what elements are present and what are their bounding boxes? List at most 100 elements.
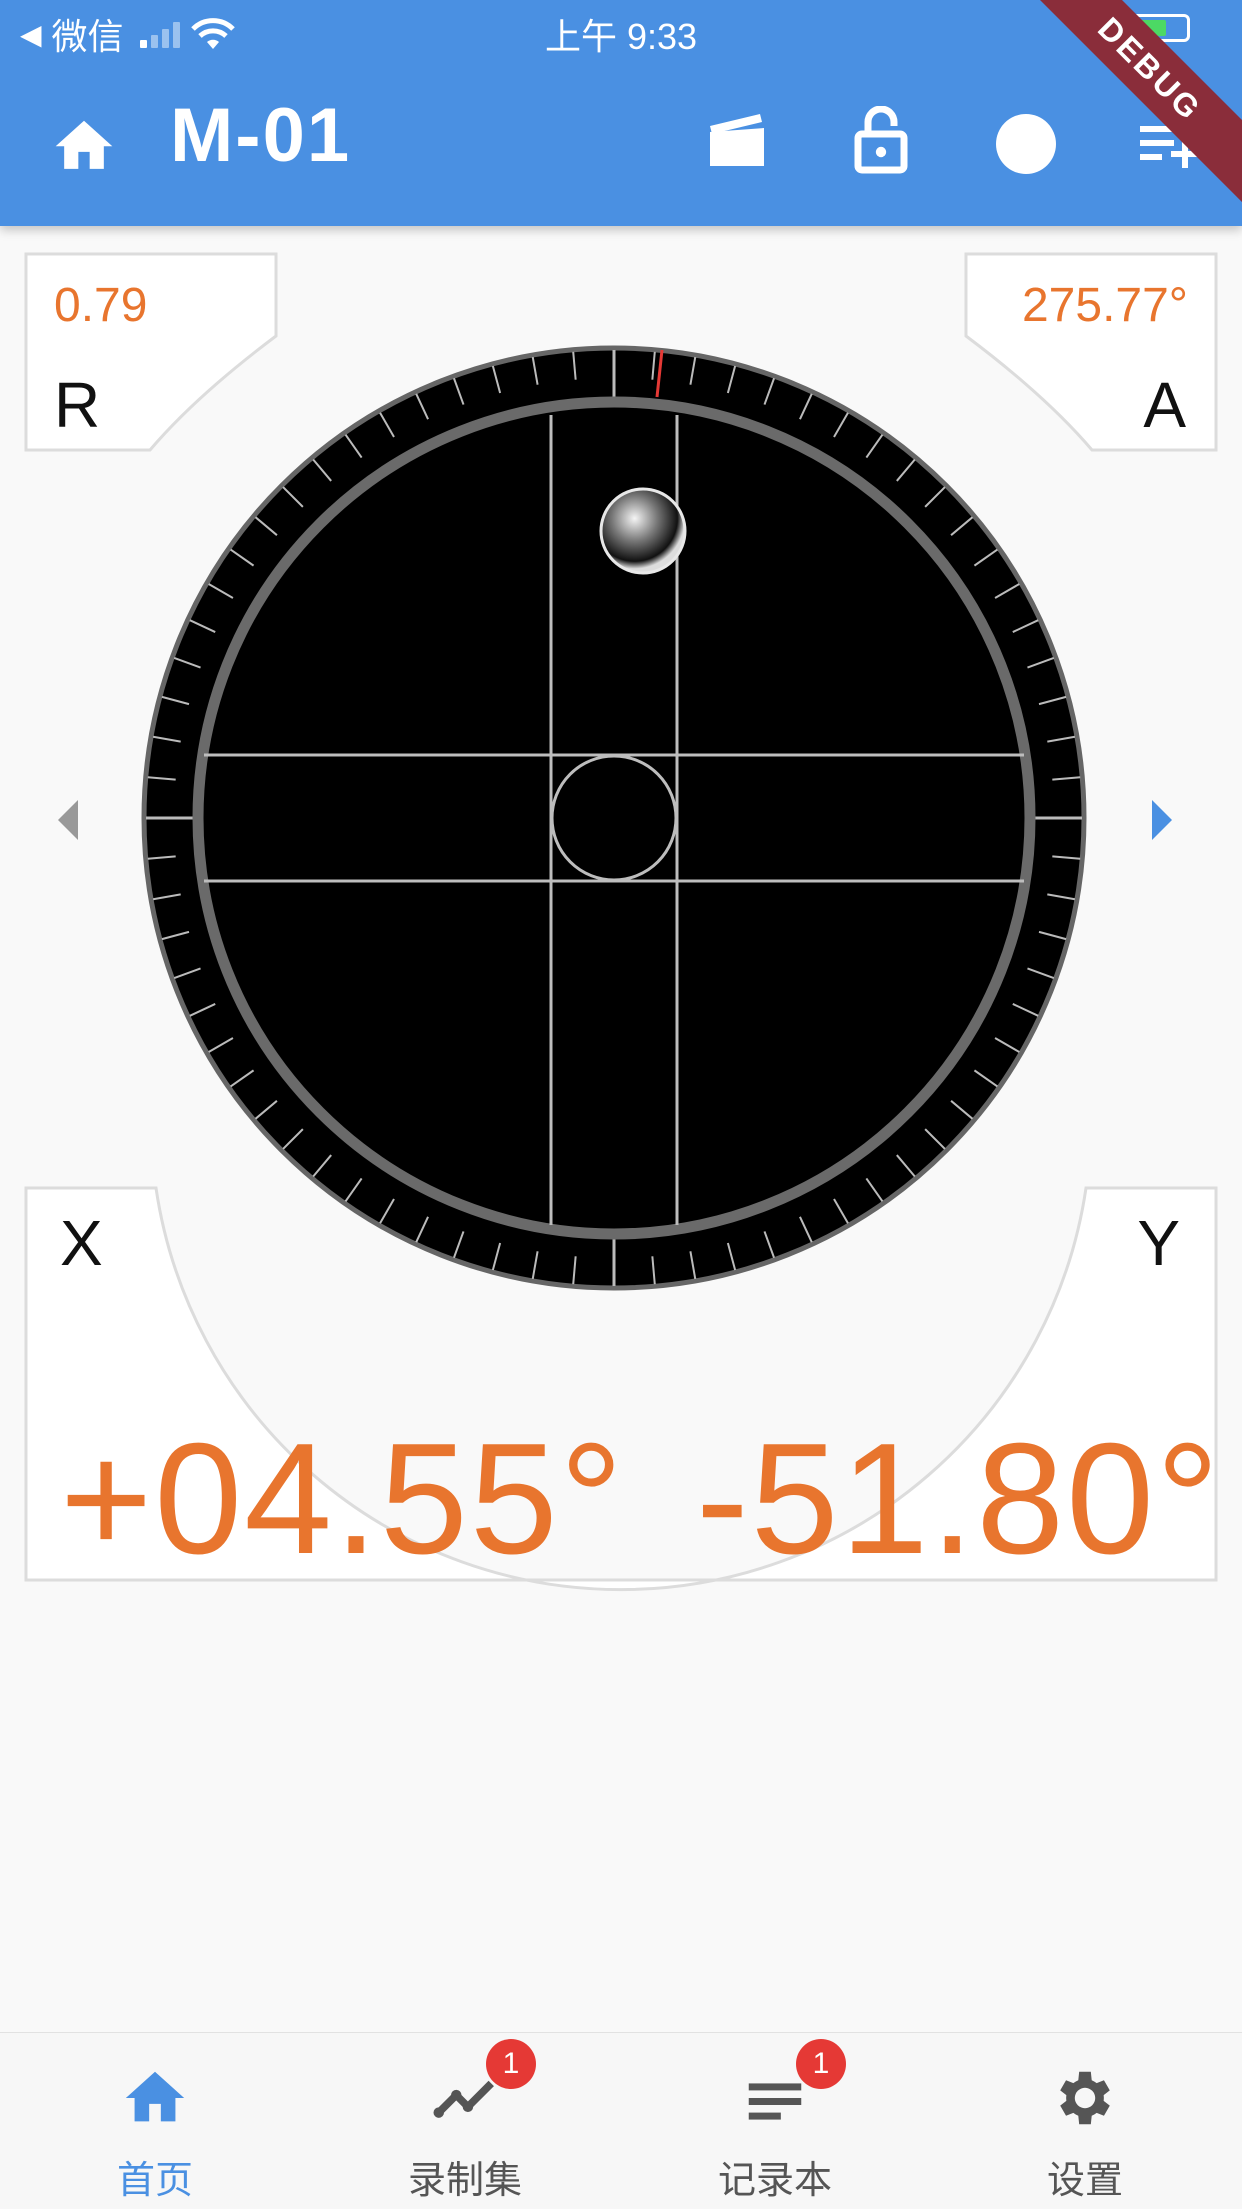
- dial-ticks: [146, 350, 1082, 1286]
- dial-tick: [833, 1198, 849, 1224]
- dial-tick: [531, 356, 539, 385]
- dial-tick: [865, 1177, 884, 1202]
- next-arrow-icon[interactable]: [1152, 800, 1172, 840]
- dial-tick: [924, 1128, 946, 1150]
- dial-tick: [1012, 1003, 1039, 1017]
- previous-arrow-icon[interactable]: [58, 800, 78, 840]
- dial-tick: [651, 351, 656, 380]
- badge-notebook: 1: [796, 2039, 846, 2089]
- nav-item-notebook[interactable]: 1 记录本: [620, 2033, 930, 2209]
- back-arrow-icon: ◀: [20, 18, 42, 50]
- dial-tick: [726, 1242, 737, 1271]
- record-icon[interactable]: [996, 114, 1056, 174]
- dial-tick: [379, 412, 395, 438]
- badge-recordings: 1: [486, 2039, 536, 2089]
- dial-tick: [994, 583, 1020, 599]
- dial-tick: [689, 356, 697, 385]
- crosshair: [204, 415, 1024, 1225]
- dial-tick: [531, 1251, 539, 1280]
- level-frame: [24, 252, 1218, 1592]
- dial-tick: [282, 486, 304, 508]
- dial-tick: [344, 1177, 363, 1202]
- back-app-label: 微信: [51, 16, 124, 57]
- dial-tick: [651, 1256, 656, 1285]
- nav-item-home[interactable]: 首页: [0, 2033, 310, 2209]
- dial-tick: [254, 1100, 278, 1120]
- x-angle-value: +04.55°: [60, 1411, 625, 1587]
- dial-tick: [312, 458, 332, 482]
- nav-item-settings[interactable]: 设置: [930, 2033, 1240, 2209]
- dial-tick: [950, 516, 974, 536]
- dial-tick: [491, 1242, 502, 1271]
- bottom-nav: 首页 1 录制集 1 记录本 设置: [0, 2032, 1242, 2209]
- dial-tick: [152, 735, 181, 743]
- dial-tick: [973, 1069, 998, 1088]
- nav-label-notebook: 记录本: [717, 2160, 832, 2202]
- dial-tick: [865, 434, 884, 459]
- dial-tick: [896, 458, 916, 482]
- dial-tick: [572, 1256, 577, 1285]
- dial-tick: [896, 1154, 916, 1178]
- dial-tick: [173, 656, 201, 669]
- dial-tick: [950, 1100, 974, 1120]
- r-value: 0.79: [54, 279, 148, 332]
- dial-tick: [1038, 695, 1067, 706]
- heading-marker: [655, 349, 664, 398]
- app-bar: ◀ 微信 上午 9:33 M-01: [0, 0, 1242, 226]
- dial-tick: [689, 1251, 697, 1280]
- nav-label-home: 首页: [116, 2160, 193, 2202]
- a-label: A: [1143, 369, 1186, 441]
- nav-label-settings: 设置: [1046, 2160, 1123, 2202]
- dial-tick: [491, 365, 502, 394]
- dial-tick: [1038, 930, 1067, 941]
- dial-tick: [1047, 893, 1076, 901]
- dial-tick: [189, 1003, 216, 1017]
- dial-tick: [312, 1154, 332, 1178]
- folder-icon[interactable]: [706, 112, 768, 170]
- y-angle-value: -51.80°: [696, 1411, 1222, 1587]
- page-title: M-01: [170, 93, 352, 178]
- dial-tick: [208, 583, 234, 599]
- wifi-icon: [190, 18, 235, 49]
- lock-open-icon[interactable]: [854, 106, 908, 174]
- dial-tick: [1027, 656, 1055, 669]
- dial-tick: [726, 365, 737, 394]
- dial-tick: [415, 393, 429, 420]
- bubble-level-dial: [141, 345, 1087, 1291]
- dial-tick: [572, 351, 577, 380]
- dial-tick: [1047, 735, 1076, 743]
- home-icon: [125, 2071, 185, 2122]
- nav-item-recordings[interactable]: 1 录制集: [310, 2033, 620, 2209]
- dial-tick: [833, 412, 849, 438]
- notes-icon: [748, 2083, 802, 2120]
- gear-icon: [1060, 2071, 1110, 2125]
- home-icon[interactable]: [50, 112, 118, 172]
- r-label: R: [54, 369, 101, 441]
- y-label: Y: [1137, 1207, 1180, 1279]
- dial-tick: [452, 1231, 465, 1259]
- dial-tick: [994, 1037, 1020, 1053]
- dial-tick: [152, 893, 181, 901]
- dial-inner-ring: [192, 396, 1036, 1240]
- dial-tick: [161, 930, 190, 941]
- dial-tick: [379, 1198, 395, 1224]
- status-time: 上午 9:33: [544, 16, 698, 57]
- signal-icon: [139, 20, 180, 48]
- level-bubble: [599, 487, 687, 575]
- dial-tick: [763, 377, 776, 405]
- dial-tick: [173, 967, 201, 980]
- dial-tick: [452, 377, 465, 405]
- x-label: X: [60, 1207, 103, 1279]
- dial-tick: [189, 619, 216, 633]
- dial-tick: [344, 434, 363, 459]
- status-back[interactable]: ◀ 微信: [20, 8, 236, 60]
- a-value: 275.77°: [1021, 279, 1188, 332]
- trend-icon: [433, 2080, 494, 2118]
- playlist-add-icon[interactable]: [1140, 122, 1200, 168]
- dial-tick: [161, 695, 190, 706]
- dial-tick: [230, 1069, 255, 1088]
- dial-tick: [147, 776, 176, 781]
- dial-tick: [924, 486, 946, 508]
- dial-tick: [1052, 855, 1081, 860]
- dial-tick: [230, 548, 255, 567]
